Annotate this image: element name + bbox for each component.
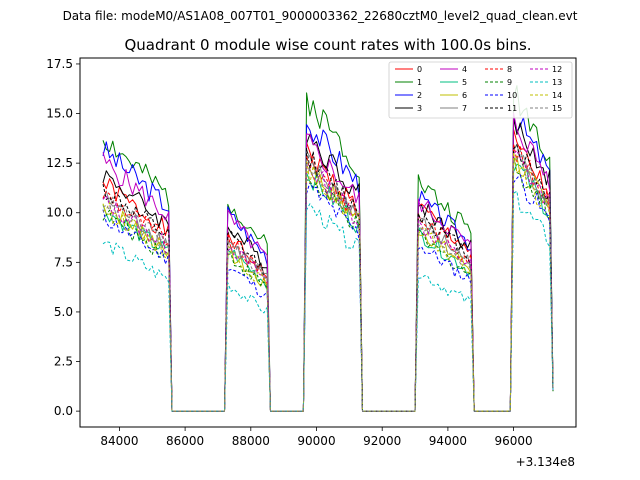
legend-label-6: 6 [462,91,467,100]
y-tick-label: 2.5 [54,355,73,369]
figure-suptitle: Data file: modeM0/AS1A08_007T01_90000033… [63,9,578,23]
x-tick-label: 86000 [166,434,204,448]
series-line-15 [102,149,554,412]
plot-frame [79,57,577,428]
y-tick-label: 5.0 [54,305,73,319]
legend-label-11: 11 [507,104,517,113]
x-tick-label: 94000 [429,434,467,448]
y-tick-label: 17.5 [46,57,73,71]
legend-label-2: 2 [417,91,422,100]
x-tick-label: 92000 [363,434,401,448]
legend-label-1: 1 [417,78,422,87]
y-tick-label: 12.5 [46,156,73,170]
legend-label-3: 3 [417,104,422,113]
x-tick-label: 84000 [100,434,138,448]
legend-label-12: 12 [552,65,562,74]
legend-label-5: 5 [462,78,467,87]
x-tick-label: 96000 [494,434,532,448]
x-tick-label: 88000 [232,434,270,448]
legend-label-8: 8 [507,65,512,74]
legend-label-0: 0 [417,65,422,74]
series-line-12 [102,150,554,412]
series-line-14 [102,151,554,412]
legend-label-14: 14 [552,91,562,100]
legend-label-15: 15 [552,104,562,113]
legend-label-9: 9 [507,78,512,87]
series-layer [102,85,554,412]
legend-box [388,61,573,119]
legend-label-4: 4 [462,65,467,74]
y-tick-label: 7.5 [54,255,73,269]
x-offset-label: +3.134e8 [516,455,575,469]
x-tick-label: 90000 [297,434,335,448]
axis-ticks: 84000 86000 88000 90000 92000 94000 96000 0.0 2.… [46,57,532,448]
chart-title: Quadrant 0 module wise count rates with … [124,36,531,54]
y-tick-label: 0.0 [54,404,73,418]
legend-label-10: 10 [507,91,517,100]
legend-label-7: 7 [462,104,467,113]
legend-label-13: 13 [552,78,562,87]
y-tick-label: 15.0 [46,107,73,121]
y-tick-label: 10.0 [46,206,73,220]
